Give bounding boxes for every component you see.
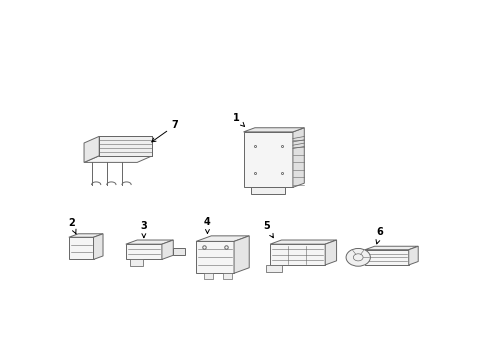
Polygon shape xyxy=(196,236,249,242)
Polygon shape xyxy=(126,244,162,260)
Polygon shape xyxy=(234,236,249,273)
Polygon shape xyxy=(293,128,304,187)
Polygon shape xyxy=(129,260,143,266)
Polygon shape xyxy=(94,234,103,260)
Text: 5: 5 xyxy=(263,221,273,238)
Polygon shape xyxy=(99,136,152,156)
Polygon shape xyxy=(270,244,325,265)
Polygon shape xyxy=(251,187,285,194)
Polygon shape xyxy=(173,248,185,255)
Polygon shape xyxy=(69,237,94,260)
Polygon shape xyxy=(84,136,99,162)
Text: 1: 1 xyxy=(233,113,245,126)
Text: 3: 3 xyxy=(141,221,147,238)
Polygon shape xyxy=(267,265,281,272)
Polygon shape xyxy=(325,240,337,265)
Text: 6: 6 xyxy=(376,228,384,244)
Text: 4: 4 xyxy=(204,217,211,233)
Polygon shape xyxy=(196,242,234,273)
Polygon shape xyxy=(409,246,418,265)
Polygon shape xyxy=(84,156,152,162)
Circle shape xyxy=(346,248,370,266)
Polygon shape xyxy=(126,240,173,244)
Polygon shape xyxy=(270,240,337,244)
Polygon shape xyxy=(69,234,103,237)
Text: 7: 7 xyxy=(152,120,178,142)
Polygon shape xyxy=(162,240,173,260)
Polygon shape xyxy=(244,132,293,187)
Text: 2: 2 xyxy=(68,219,76,234)
Polygon shape xyxy=(244,128,304,132)
Polygon shape xyxy=(365,246,418,250)
Polygon shape xyxy=(365,250,409,265)
Polygon shape xyxy=(222,273,232,279)
Polygon shape xyxy=(204,273,213,279)
